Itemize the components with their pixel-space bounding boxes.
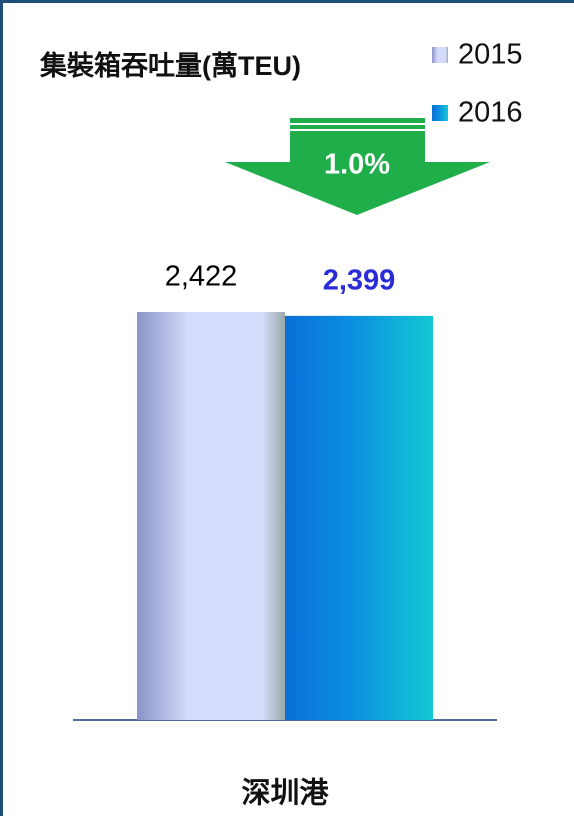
- change-arrow: [225, 118, 490, 215]
- legend-swatch: [432, 105, 448, 121]
- bar: [285, 315, 433, 720]
- change-label: 1.0%: [324, 149, 390, 181]
- chart-title: 集裝箱吞吐量(萬TEU): [39, 50, 301, 81]
- value-label: 2,399: [323, 265, 396, 297]
- x-tick-label: 深圳港: [241, 777, 329, 810]
- legend-label: 2015: [458, 39, 523, 71]
- legend-label: 2016: [458, 97, 523, 129]
- value-label: 2,422: [165, 261, 238, 293]
- bar: [137, 312, 285, 720]
- legend-swatch: [432, 47, 448, 63]
